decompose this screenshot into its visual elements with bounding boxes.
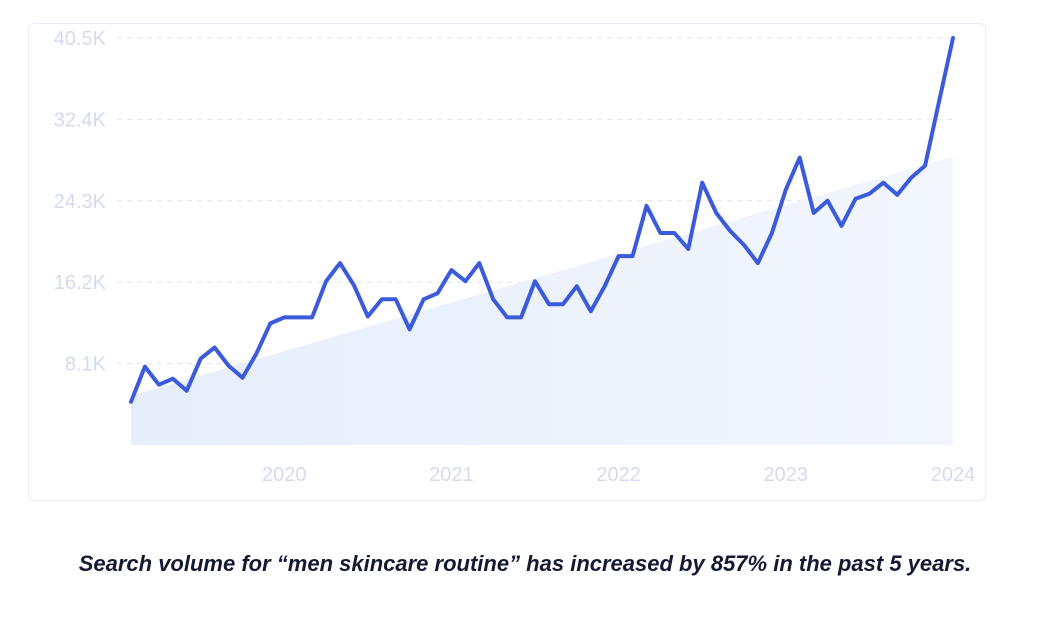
data-point xyxy=(826,199,830,203)
data-point xyxy=(491,297,495,301)
x-tick-label: 2022 xyxy=(596,464,641,486)
data-point xyxy=(324,279,328,283)
data-point xyxy=(352,283,356,287)
data-point xyxy=(742,243,746,247)
data-point xyxy=(909,176,913,180)
data-point xyxy=(143,365,147,369)
data-point xyxy=(644,204,648,208)
data-point xyxy=(547,302,551,306)
trend-area-shape xyxy=(131,156,953,446)
data-point xyxy=(310,315,314,319)
chart-caption: Search volume for “men skincare routine”… xyxy=(0,540,1050,588)
data-point xyxy=(700,181,704,185)
data-point xyxy=(282,315,286,319)
data-point xyxy=(867,192,871,196)
data-point xyxy=(240,376,244,380)
data-point xyxy=(296,315,300,319)
data-point xyxy=(561,302,565,306)
trend-area xyxy=(131,156,953,446)
data-point xyxy=(422,297,426,301)
data-point xyxy=(380,297,384,301)
data-point xyxy=(784,188,788,192)
data-point xyxy=(937,99,941,103)
data-point xyxy=(951,36,955,40)
x-tick-label: 2020 xyxy=(262,464,307,486)
data-point xyxy=(770,231,774,235)
data-point xyxy=(477,261,481,265)
data-point xyxy=(840,224,844,228)
data-point xyxy=(157,383,161,387)
data-point xyxy=(254,352,258,356)
data-point xyxy=(603,284,607,288)
data-point xyxy=(923,164,927,168)
data-point xyxy=(812,211,816,215)
series-line xyxy=(129,36,955,404)
data-point xyxy=(728,229,732,233)
data-point xyxy=(199,357,203,361)
data-point xyxy=(268,321,272,325)
data-point xyxy=(686,247,690,251)
data-point xyxy=(798,156,802,160)
x-tick-label: 2021 xyxy=(429,464,474,486)
data-point xyxy=(714,211,718,215)
data-point xyxy=(171,377,175,381)
caption-text: Search volume for “men skincare routine”… xyxy=(78,551,972,576)
data-point xyxy=(658,231,662,235)
data-point xyxy=(394,297,398,301)
data-point xyxy=(505,315,509,319)
data-point xyxy=(213,346,217,350)
y-axis-ticks: 8.1K 16.2K 24.3K 32.4K 40.5K xyxy=(54,28,107,376)
data-point xyxy=(338,261,342,265)
data-point xyxy=(436,291,440,295)
data-point xyxy=(617,254,621,258)
data-point xyxy=(408,327,412,331)
data-point xyxy=(533,279,537,283)
data-point xyxy=(589,309,593,313)
y-tick-label: 24.3K xyxy=(54,191,107,213)
y-tick-label: 16.2K xyxy=(54,272,107,294)
x-tick-label: 2023 xyxy=(764,464,809,486)
x-tick-label: 2024 xyxy=(931,464,976,486)
data-point xyxy=(366,314,370,318)
data-point xyxy=(463,279,467,283)
data-point xyxy=(853,197,857,201)
x-axis-ticks: 2020 2021 2022 2023 2024 xyxy=(262,464,975,486)
y-tick-label: 40.5K xyxy=(54,28,107,50)
y-tick-label: 32.4K xyxy=(54,109,107,131)
data-point xyxy=(519,315,523,319)
y-tick-label: 8.1K xyxy=(65,354,107,376)
data-point xyxy=(756,261,760,265)
data-point xyxy=(185,389,189,393)
data-point xyxy=(895,193,899,197)
data-point xyxy=(672,231,676,235)
data-point xyxy=(449,268,453,272)
data-point xyxy=(227,364,231,368)
search-volume-line xyxy=(129,36,955,404)
data-point xyxy=(881,181,885,185)
data-point xyxy=(631,254,635,258)
data-point xyxy=(129,400,133,404)
data-point xyxy=(575,284,579,288)
